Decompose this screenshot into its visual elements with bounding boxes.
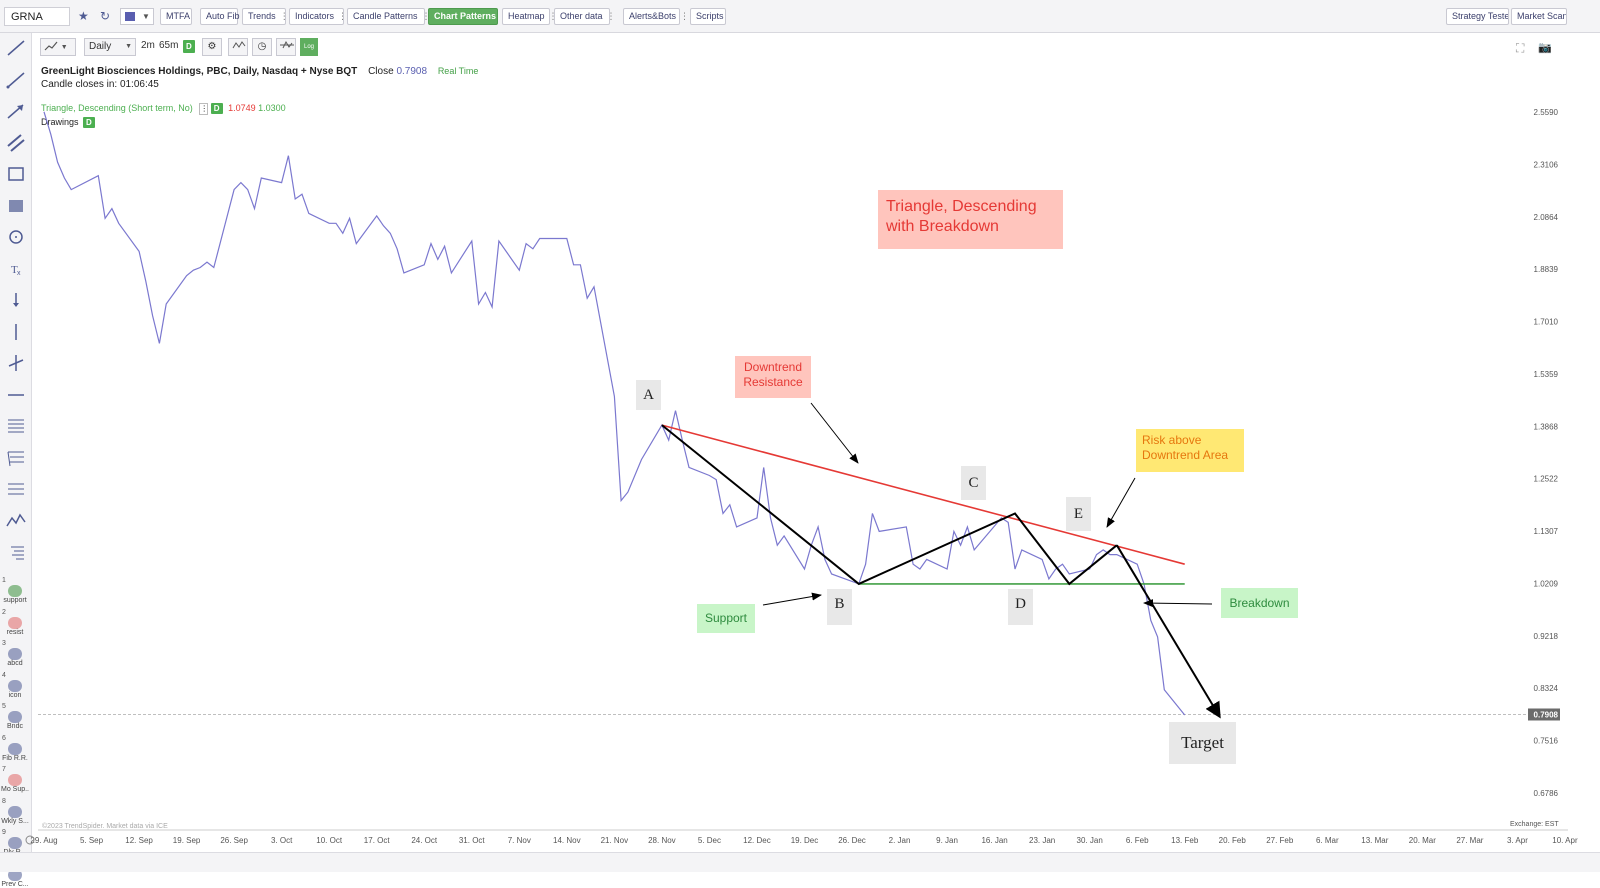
y-tick-label: 0.6786 <box>1534 789 1559 798</box>
target-arrow[interactable] <box>1117 545 1219 715</box>
x-tick-label: 16. Jan <box>981 836 1007 845</box>
y-tick-label: 0.8324 <box>1534 684 1559 693</box>
y-tick-label: 1.2522 <box>1534 475 1559 484</box>
x-tick-label: 19. Dec <box>791 836 819 845</box>
breakdown-annotation[interactable]: Breakdown <box>1221 588 1298 618</box>
x-tick-label: 5. Dec <box>698 836 721 845</box>
point-c-label[interactable]: C <box>961 466 986 500</box>
target-annotation[interactable]: Target <box>1169 722 1236 764</box>
x-tick-label: 17. Oct <box>364 836 391 845</box>
y-tick-label: 1.7010 <box>1534 318 1559 327</box>
x-tick-label: 30. Jan <box>1077 836 1103 845</box>
saved-tool-label[interactable]: Prev C... <box>0 881 30 888</box>
x-tick-label: 23. Jan <box>1029 836 1055 845</box>
x-tick-label: 12. Sep <box>125 836 153 845</box>
x-tick-label: 3. Oct <box>271 836 293 845</box>
x-tick-label: 9. Jan <box>936 836 958 845</box>
x-tick-label: 27. Mar <box>1456 836 1483 845</box>
x-tick-label: 31. Oct <box>459 836 486 845</box>
y-tick-label: 0.9218 <box>1534 632 1559 641</box>
x-tick-label: 27. Feb <box>1266 836 1294 845</box>
bottom-bar <box>0 852 1600 872</box>
y-tick-label: 1.8839 <box>1534 265 1559 274</box>
downtrend-pointer-arrow <box>811 403 858 463</box>
pattern-title-annotation[interactable]: Triangle, Descending with Breakdown <box>878 190 1063 249</box>
exchange-label: Exchange: EST <box>1510 821 1559 828</box>
x-tick-label: 19. Sep <box>173 836 201 845</box>
x-tick-label: 29. Aug <box>30 836 57 845</box>
x-tick-label: 3. Apr <box>1507 836 1528 845</box>
point-e-label[interactable]: E <box>1066 497 1091 531</box>
y-tick-label: 2.3106 <box>1534 160 1559 169</box>
y-tick-label: 1.3868 <box>1534 422 1559 431</box>
y-tick-label: 1.5359 <box>1534 370 1559 379</box>
x-tick-label: 10. Apr <box>1552 836 1578 845</box>
y-tick-label: 1.0209 <box>1534 579 1559 588</box>
risk-annotation[interactable]: Risk above Downtrend Area <box>1136 429 1244 472</box>
x-tick-label: 12. Dec <box>743 836 771 845</box>
downtrend-resistance-annotation[interactable]: Downtrend Resistance <box>735 356 811 398</box>
risk-pointer-arrow <box>1107 478 1135 527</box>
x-tick-label: 13. Mar <box>1361 836 1388 845</box>
breakdown-pointer-arrow <box>1144 603 1212 604</box>
x-tick-label: 7. Nov <box>508 836 531 845</box>
x-tick-label: 6. Feb <box>1126 836 1149 845</box>
support-annotation[interactable]: Support <box>697 604 755 633</box>
point-b-label[interactable]: B <box>827 589 852 625</box>
x-tick-label: 20. Feb <box>1219 836 1247 845</box>
point-a-label[interactable]: A <box>636 380 661 410</box>
x-tick-label: 6. Mar <box>1316 836 1339 845</box>
x-tick-label: 26. Dec <box>838 836 866 845</box>
x-tick-label: 24. Oct <box>411 836 438 845</box>
point-d-label[interactable]: D <box>1008 589 1033 625</box>
x-tick-label: 2. Jan <box>889 836 911 845</box>
copyright-text: ©2023 TrendSpider. Market data via ICE <box>42 823 168 830</box>
x-tick-label: 13. Feb <box>1171 836 1199 845</box>
x-tick-label: 14. Nov <box>553 836 581 845</box>
support-pointer-arrow <box>763 595 821 605</box>
y-tick-label: 0.7516 <box>1534 737 1559 746</box>
x-tick-label: 26. Sep <box>220 836 248 845</box>
downtrend-resistance-line[interactable] <box>662 425 1185 564</box>
x-tick-label: 21. Nov <box>601 836 629 845</box>
x-tick-label: 10. Oct <box>316 836 343 845</box>
y-tick-label: 2.5590 <box>1534 108 1559 117</box>
current-price-label: 0.7908 <box>1534 710 1559 719</box>
x-tick-label: 28. Nov <box>648 836 676 845</box>
y-tick-label: 1.1307 <box>1534 527 1559 536</box>
y-tick-label: 2.0864 <box>1534 213 1559 222</box>
x-tick-label: 5. Sep <box>80 836 104 845</box>
x-tick-label: 20. Mar <box>1409 836 1436 845</box>
